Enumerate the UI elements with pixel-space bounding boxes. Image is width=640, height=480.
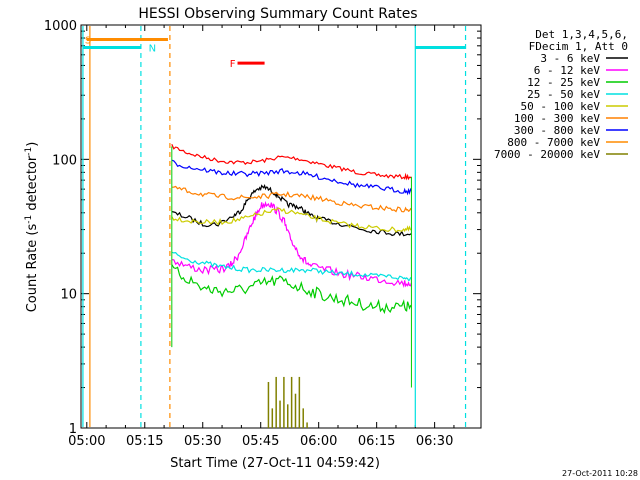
legend-item-label: 12 - 25 keV	[527, 76, 600, 89]
x-axis: Start Time (27-Oct-11 04:59:42)	[170, 456, 380, 471]
y-tick-label: 10	[60, 288, 77, 303]
legend-item-label: 50 - 100 keV	[521, 100, 601, 113]
legend-item-label: 3 - 6 keV	[540, 52, 600, 65]
x-tick-label: 05:00	[68, 434, 105, 449]
legend-item-label: 800 - 7000 keV	[507, 136, 600, 149]
legend-item-label: 300 - 800 keV	[514, 124, 600, 137]
plot-frame	[80, 24, 482, 429]
legend: Det 1,3,4,5,6,FDecim 1, Att 03 - 6 keV6 …	[494, 28, 628, 161]
series-line	[171, 264, 412, 315]
series-line	[171, 207, 412, 233]
legend-item-label: 25 - 50 keV	[527, 88, 600, 101]
legend-item-label: 100 - 300 keV	[514, 112, 600, 125]
x-axis-label: Start Time (27-Oct-11 04:59:42)	[170, 456, 380, 471]
series-line	[171, 200, 412, 289]
series-line	[171, 251, 412, 281]
legend-header: FDecim 1, Att 0	[529, 40, 628, 53]
series-line-red	[171, 144, 412, 181]
chart-title: HESSI Observing Summary Count Rates	[138, 6, 417, 22]
x-tick-label: 05:30	[184, 434, 221, 449]
legend-header: Det 1,3,4,5,6,	[535, 28, 628, 41]
plot-area: 05:00 05:15 05:30 05:45 06:00 06:15 06:30 1 10 10…	[44, 19, 482, 449]
y-axis: Count Rate (s-1 detector-1)	[24, 142, 40, 313]
series-line	[171, 185, 412, 213]
series-line	[171, 159, 412, 196]
legend-item-label: 7000 - 20000 keV	[494, 148, 600, 161]
annotation-label: F	[230, 59, 236, 70]
x-tick-label: 05:45	[242, 434, 279, 449]
footer-timestamp: 27-Oct-2011 10:28	[562, 469, 638, 478]
y-tick-label: 100	[52, 153, 77, 168]
annotation-label: N	[149, 43, 156, 54]
y-axis-label: Count Rate (s-1 detector-1)	[24, 142, 40, 313]
y-tick-label: 1	[69, 422, 77, 437]
y-tick-label: 1000	[44, 19, 77, 34]
legend-item-label: 6 - 12 keV	[534, 64, 601, 77]
x-tick-label: 06:00	[300, 434, 337, 449]
x-tick-label: 06:30	[416, 434, 453, 449]
x-tick-label: 05:15	[126, 434, 163, 449]
annotation-label: S	[85, 35, 91, 46]
x-tick-label: 06:15	[358, 434, 395, 449]
